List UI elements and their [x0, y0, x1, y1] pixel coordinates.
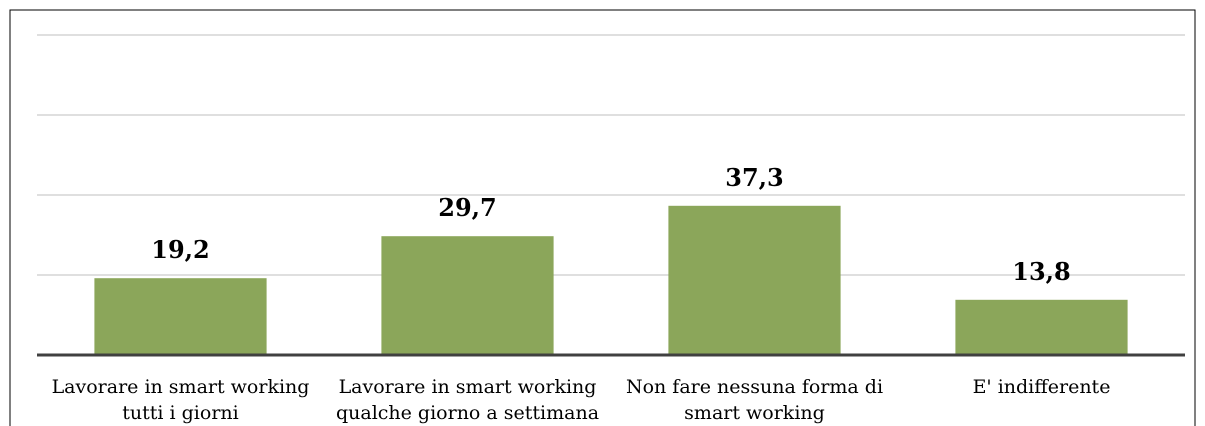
x-tick-label: Non fare nessuna forma di [626, 376, 883, 398]
x-tick-label: E' indifferente [973, 376, 1111, 398]
bar [94, 278, 267, 355]
x-tick-label: qualche giorno a settimana [336, 402, 599, 424]
value-label: 29,7 [438, 193, 496, 222]
value-label: 37,3 [725, 163, 783, 192]
chart-frame [9, 9, 1196, 426]
x-tick-label: smart working [684, 402, 825, 424]
value-label: 19,2 [151, 235, 209, 264]
value-label: 13,8 [1012, 257, 1070, 286]
bar [668, 205, 841, 355]
bar [955, 299, 1128, 355]
x-tick-label: Lavorare in smart working [52, 376, 310, 398]
x-tick-label: tutti i giorni [122, 402, 238, 424]
x-tick-label: Lavorare in smart working [339, 376, 597, 398]
bar [381, 236, 554, 355]
